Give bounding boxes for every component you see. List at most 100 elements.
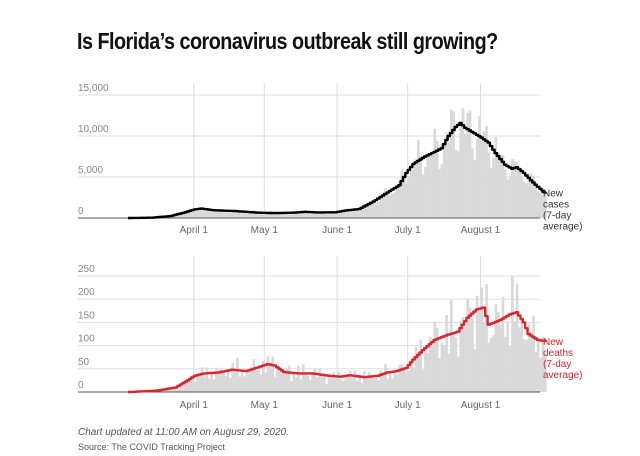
daily-bar (182, 382, 185, 392)
daily-bar (306, 375, 310, 392)
daily-bar (210, 373, 213, 392)
daily-bar (240, 371, 244, 392)
daily-bar (398, 180, 401, 218)
daily-bar (259, 374, 263, 392)
daily-bar (417, 140, 420, 218)
daily-bar (421, 174, 425, 218)
daily-bar (337, 371, 340, 392)
x-tick-label: May 1 (251, 400, 279, 411)
daily-bar (203, 377, 206, 392)
daily-bar (485, 125, 488, 218)
daily-bar (285, 368, 289, 392)
daily-bar (457, 151, 460, 218)
daily-bar (534, 351, 538, 392)
daily-bar (527, 323, 531, 392)
daily-bar (377, 202, 380, 218)
daily-bar (243, 376, 246, 392)
daily-bar (457, 356, 460, 392)
daily-bar (323, 374, 326, 392)
daily-bar (247, 371, 251, 392)
daily-bar (410, 359, 413, 392)
daily-bar (233, 209, 237, 218)
daily-bar (238, 376, 242, 392)
daily-bar (278, 212, 282, 218)
daily-bar (330, 376, 333, 392)
daily-bar (386, 193, 390, 218)
daily-bar (344, 377, 347, 392)
daily-bar (236, 357, 239, 392)
daily-bar (200, 207, 204, 218)
deaths-chart: 0 50 100 150 200 250 April 1 May 1 June 1 July 1 A… (78, 256, 582, 411)
daily-bar (297, 211, 300, 218)
daily-bar (346, 208, 350, 218)
daily-bar (445, 132, 448, 218)
daily-bar (398, 364, 401, 392)
daily-bar (217, 370, 220, 392)
daily-bar (487, 152, 491, 218)
daily-bar (525, 183, 528, 218)
daily-bar (494, 304, 498, 392)
daily-bar (529, 173, 533, 218)
daily-bar (276, 213, 279, 218)
daily-bar (283, 371, 286, 392)
x-tick-label: May 1 (251, 225, 279, 236)
daily-bar (428, 152, 432, 218)
series-annotation: average) (543, 222, 582, 233)
daily-bar (414, 346, 418, 392)
daily-bar (355, 210, 359, 218)
daily-bar (536, 191, 540, 218)
daily-bar (313, 368, 317, 392)
daily-bar (360, 209, 364, 218)
daily-bar (511, 276, 514, 392)
daily-bar (198, 206, 202, 218)
daily-bar (353, 208, 357, 218)
daily-bar (485, 284, 488, 392)
daily-bar (384, 188, 387, 218)
daily-bar (473, 349, 477, 392)
daily-bar (360, 382, 364, 392)
daily-bar (226, 211, 230, 218)
daily-bar (449, 109, 453, 218)
daily-bar (522, 339, 526, 392)
daily-bar (532, 315, 535, 392)
daily-bar (520, 175, 524, 218)
daily-bar (193, 211, 197, 218)
daily-bar (515, 283, 519, 392)
daily-bar (440, 164, 444, 218)
daily-bar (489, 338, 493, 392)
daily-bar (513, 321, 517, 392)
daily-bar (395, 186, 399, 218)
daily-bar (184, 379, 188, 392)
daily-bar (372, 378, 376, 392)
daily-bar (252, 359, 256, 392)
y-tick-label: 50 (78, 357, 90, 368)
daily-bar (421, 369, 425, 392)
chart-source: Source: The COVID Tracking Project (78, 442, 225, 452)
daily-bar (311, 212, 314, 218)
deaths-7day-line (128, 306, 547, 394)
daily-bar (508, 345, 512, 392)
daily-bar (440, 342, 444, 392)
daily-bar (468, 307, 472, 392)
daily-bar (172, 388, 176, 392)
daily-bar (431, 154, 434, 218)
daily-bar (306, 213, 310, 218)
daily-bar (410, 169, 413, 218)
daily-bar (518, 167, 521, 218)
daily-bar (175, 387, 178, 392)
daily-bar (212, 211, 216, 218)
daily-bar (327, 212, 331, 218)
daily-bar (412, 164, 415, 218)
daily-bar (435, 140, 439, 218)
daily-bar (337, 210, 340, 218)
series-annotation: cases (543, 200, 569, 211)
daily-bar (511, 158, 514, 218)
daily-bar (543, 352, 547, 392)
daily-bar (374, 377, 378, 392)
y-tick-label: 10,000 (78, 124, 109, 135)
daily-bar (179, 213, 183, 218)
daily-bar (536, 337, 540, 392)
daily-bar (346, 373, 350, 392)
daily-bar (374, 203, 378, 218)
